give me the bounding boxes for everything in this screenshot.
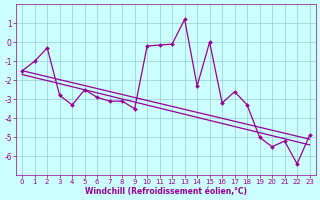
X-axis label: Windchill (Refroidissement éolien,°C): Windchill (Refroidissement éolien,°C): [85, 187, 247, 196]
